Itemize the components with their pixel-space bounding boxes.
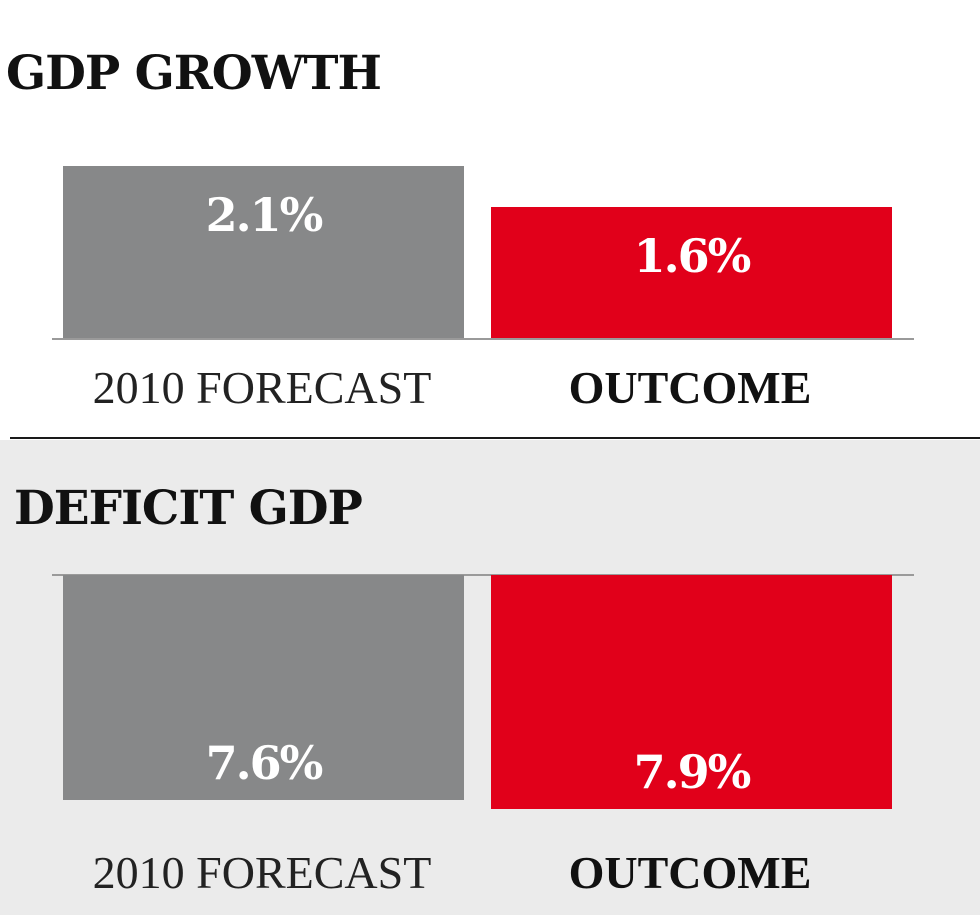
- chart-title-deficit-gdp: DEFICIT GDP: [14, 481, 363, 536]
- bar-deficit-gdp-forecast: 7.6%: [63, 575, 464, 800]
- data-label-gdp-growth-outcome: 1.6%: [633, 228, 752, 283]
- bar-gdp-growth-forecast: 2.1%: [63, 165, 464, 338]
- category-label-forecast: 2010 FORECAST: [92, 847, 432, 898]
- bar-deficit-gdp-outcome: 7.9%: [491, 575, 892, 809]
- baseline-deficit-gdp: [52, 574, 914, 576]
- data-label-gdp-growth-forecast: 2.1%: [205, 187, 324, 242]
- gdp-growth-panel: GDP GROWTH 2.1% 1.6% 2010 FORECAST OUTCO…: [0, 0, 980, 440]
- section-divider: [10, 437, 980, 439]
- category-label-forecast: 2010 FORECAST: [92, 362, 432, 413]
- category-label-outcome: OUTCOME: [568, 847, 812, 898]
- data-label-deficit-gdp-forecast: 7.6%: [205, 735, 324, 790]
- bar-gdp-growth-outcome: 1.6%: [491, 206, 892, 338]
- deficit-gdp-panel: DEFICIT GDP 7.6% 7.9% 2010 FORECAST OUTC…: [0, 440, 980, 915]
- data-label-deficit-gdp-outcome: 7.9%: [633, 744, 752, 799]
- chart-title-gdp-growth: GDP GROWTH: [6, 46, 382, 101]
- category-label-outcome: OUTCOME: [568, 362, 812, 413]
- baseline-gdp-growth: [52, 338, 914, 340]
